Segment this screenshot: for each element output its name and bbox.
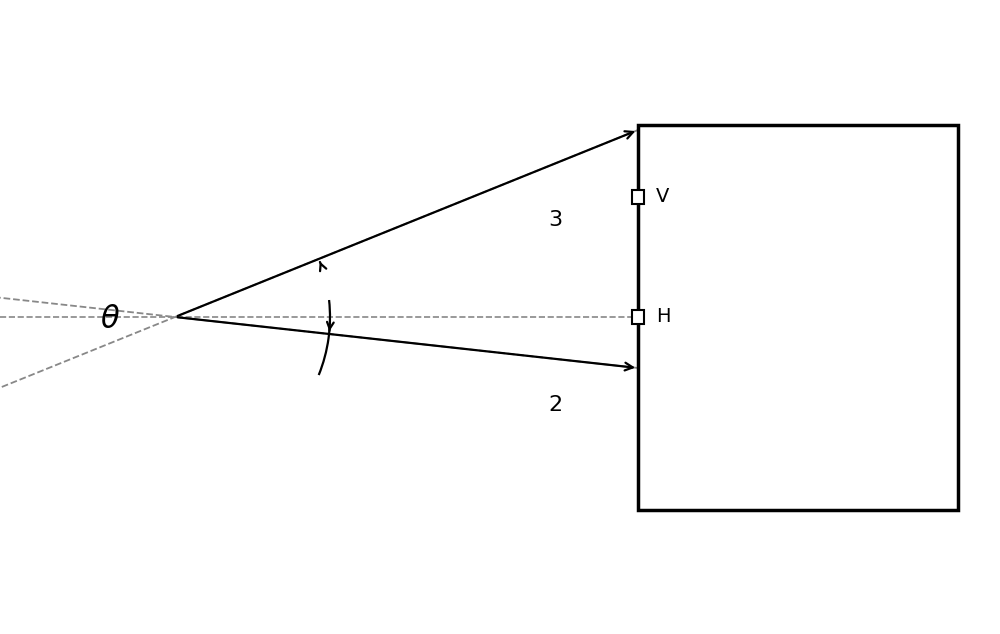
Text: H: H	[656, 307, 670, 327]
Bar	[632, 190, 644, 204]
Bar	[638, 125, 958, 510]
Text: $\theta$: $\theta$	[100, 304, 120, 335]
Text: 2: 2	[548, 395, 562, 415]
Bar	[632, 310, 644, 324]
Text: 3: 3	[548, 210, 562, 230]
Text: V: V	[656, 188, 669, 207]
